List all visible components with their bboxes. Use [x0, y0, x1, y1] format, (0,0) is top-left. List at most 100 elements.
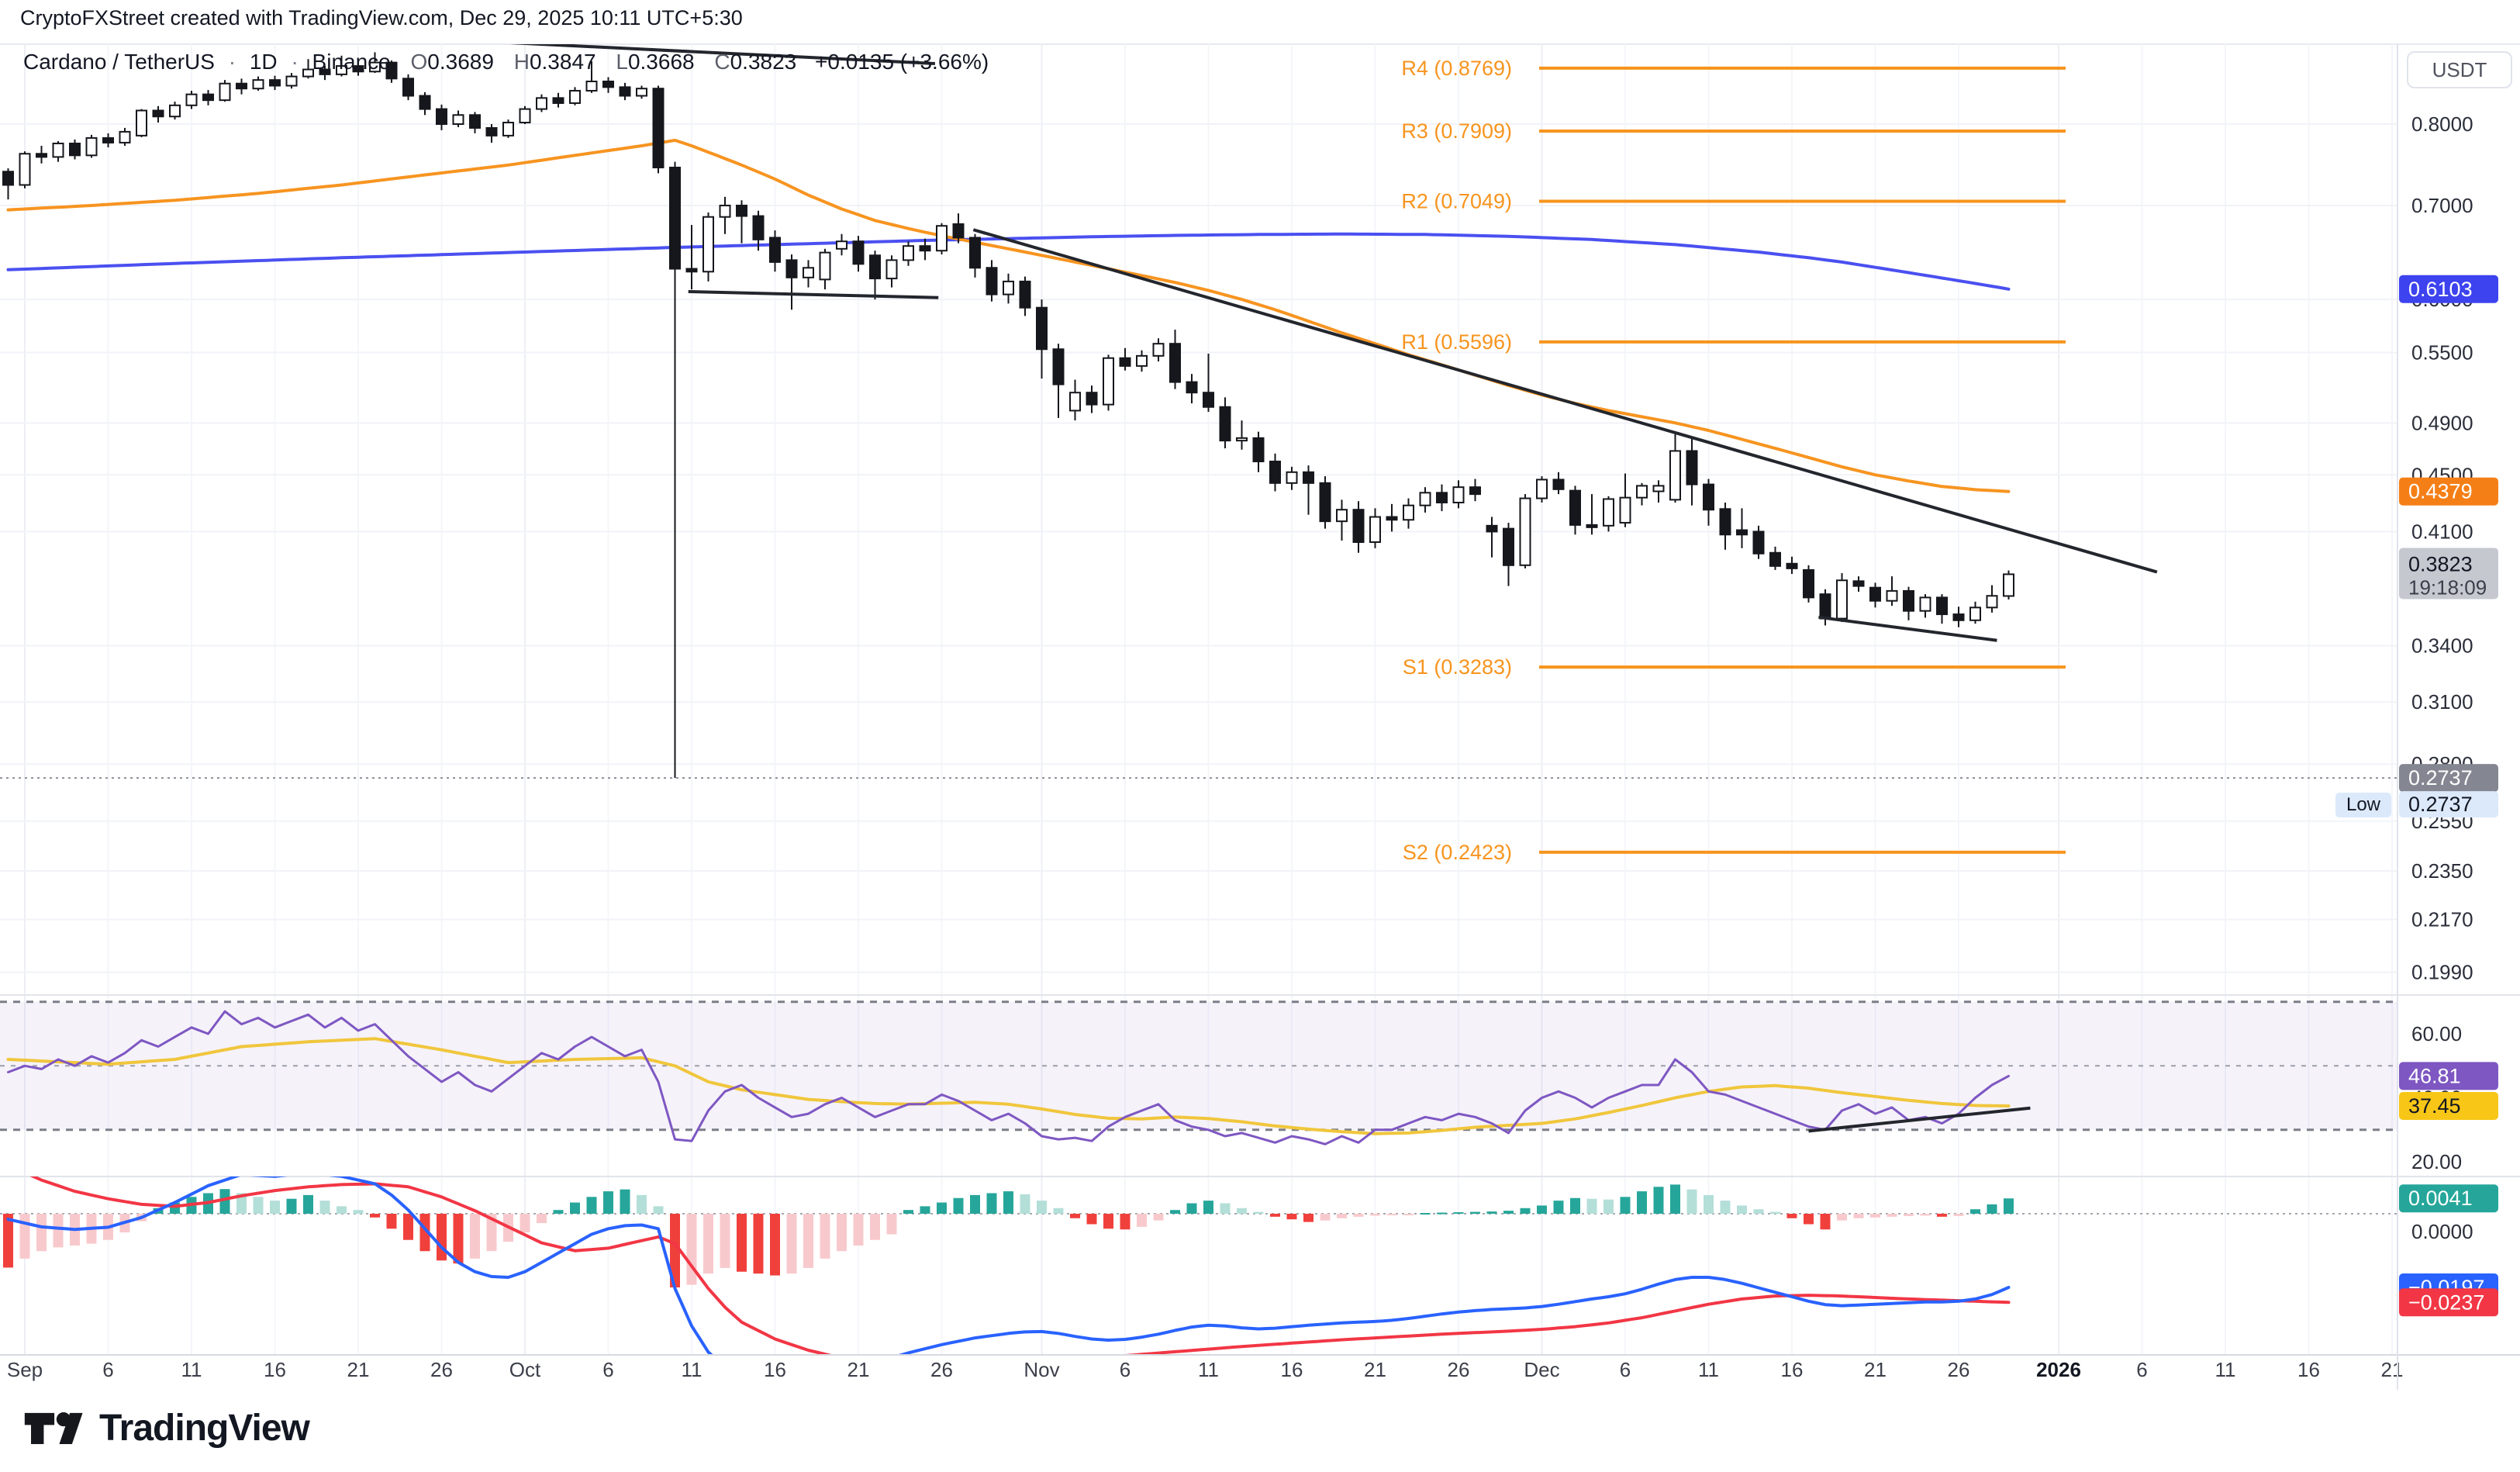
macd-histogram-bar — [1237, 1208, 1247, 1214]
time-axis-label: 16 — [1781, 1358, 1804, 1381]
close-label: C — [714, 50, 730, 74]
time-axis-label: 26 — [430, 1358, 453, 1381]
time-axis-label: 11 — [682, 1358, 702, 1381]
time-axis-label: Nov — [1024, 1358, 1059, 1381]
high-value: 0.3847 — [529, 50, 596, 74]
macd-histogram-bar — [253, 1197, 264, 1214]
time-axis-label: 16 — [264, 1358, 286, 1381]
rsi-ma-value-badge-text: 37.45 — [2408, 1094, 2461, 1118]
macd-histogram-bar — [920, 1206, 930, 1214]
macd-histogram-bar — [1420, 1213, 1431, 1215]
macd-histogram-bar — [386, 1214, 397, 1229]
macd-histogram-bar — [1037, 1201, 1047, 1214]
macd-histogram-bar — [1786, 1214, 1797, 1218]
pivot-level-label: R3 (0.7909) — [1401, 119, 1512, 143]
symbol-legend[interactable]: Cardano / TetherUS · 1D · Binance O0.368… — [23, 50, 989, 74]
rsi-ma-line[interactable] — [6, 1037, 2011, 1135]
macd-histogram-bar — [1370, 1214, 1380, 1216]
time-axis-label: 21 — [1864, 1358, 1887, 1381]
macd-signal-badge — [2399, 1288, 2498, 1317]
low-label-chip: Low — [2335, 793, 2391, 817]
rsi-value-badge-text: 46.81 — [2408, 1064, 2461, 1087]
price-panel[interactable] — [0, 40, 2397, 854]
low-line-price-badge-text: 0.2737 — [2408, 766, 2473, 790]
rsi-line[interactable] — [7, 1010, 2010, 1145]
macd-histogram-bar — [753, 1214, 764, 1274]
low-line-price-badge — [2399, 764, 2498, 793]
september-high-line — [509, 44, 935, 65]
macd-histogram-bar — [1153, 1214, 1164, 1221]
price-axis-tick: 0.4900 — [2411, 411, 2473, 434]
exchange-label[interactable]: Binance — [312, 50, 391, 74]
timeframe-label[interactable]: 1D — [249, 50, 278, 74]
macd-histogram-bar — [1920, 1214, 1931, 1216]
macd-histogram-bar — [1804, 1214, 1814, 1225]
price-axis-tick: 0.2350 — [2411, 859, 2473, 883]
candles[interactable] — [2, 52, 2014, 779]
macd-line[interactable] — [6, 1173, 2011, 1383]
macd-histogram-bar — [1704, 1194, 1714, 1214]
low-alert-price-badge — [2399, 791, 2498, 818]
macd-histogram-bar — [1770, 1211, 1780, 1214]
macd-histogram-bar — [1537, 1205, 1547, 1214]
low-alert-text: 0.2737 — [2408, 793, 2473, 816]
change-value: +0.0135 (+3.66%) — [815, 50, 989, 74]
attribution-text: CryptoFXStreet created with TradingView.… — [20, 6, 743, 29]
rsi-axis-tick: 20.00 — [2411, 1150, 2462, 1173]
macd-histogram-bar — [353, 1210, 364, 1214]
ma-50-line[interactable] — [6, 138, 2011, 493]
macd-histogram-bar — [1437, 1212, 1447, 1215]
macd-histogram-bar — [1586, 1198, 1597, 1214]
pivot-level-label: R2 (0.7049) — [1401, 189, 1512, 213]
macd-histogram-bar — [1937, 1214, 1947, 1217]
time-axis-label: 16 — [2297, 1358, 2320, 1381]
macd-histogram-bar — [1737, 1205, 1747, 1214]
macd-histogram-bar — [937, 1202, 947, 1214]
time-axis-label: 16 — [764, 1358, 786, 1381]
macd-axis-tick: 0.0000 — [2411, 1220, 2473, 1243]
macd-histogram-bar — [286, 1198, 297, 1214]
macd-histogram-bar — [270, 1201, 280, 1214]
macd-histogram-bar — [1403, 1214, 1414, 1215]
price-axis-tick: 0.4100 — [2411, 520, 2473, 543]
time-axis-label: 2026 — [2036, 1358, 2081, 1381]
macd-histogram-bar — [1286, 1214, 1297, 1220]
price-axis-tick: 0.7000 — [2411, 194, 2473, 217]
last-price-badge — [2399, 548, 2498, 600]
macd-histogram-bar — [1353, 1214, 1364, 1217]
macd-histogram-bar — [470, 1214, 480, 1259]
rsi-trendline — [1808, 1106, 2031, 1133]
price-axis-tick: 0.1990 — [2411, 961, 2473, 984]
macd-histogram-bar — [337, 1206, 347, 1214]
macd-histogram-bar — [1520, 1208, 1531, 1214]
macd-hist-badge — [2399, 1184, 2498, 1213]
macd-histogram-bar — [1086, 1214, 1097, 1225]
macd-histogram-bar — [1753, 1209, 1764, 1214]
macd-signal-line[interactable] — [9, 1165, 2011, 1367]
macd-histogram-bar — [803, 1214, 813, 1268]
pivot-level-label: R4 (0.8769) — [1401, 57, 1512, 80]
symbol-name[interactable]: Cardano / TetherUS — [23, 50, 215, 74]
macd-histogram-bar — [1203, 1201, 1213, 1214]
price-axis-tick: 0.8000 — [2411, 112, 2473, 136]
macd-histogram-bar — [1020, 1194, 1030, 1214]
time-axis-label: 26 — [1448, 1358, 1470, 1381]
macd-histogram-bar — [1603, 1199, 1614, 1214]
macd-histogram-bar — [303, 1194, 313, 1214]
macd-histogram-bar — [1253, 1211, 1264, 1214]
december-support-line — [1818, 615, 1997, 642]
macd-histogram-bar — [1486, 1211, 1497, 1214]
rsi-ma-value-badge — [2399, 1092, 2498, 1121]
macd-histogram-bar — [419, 1214, 430, 1252]
tradingview-logo[interactable]: TradingView — [23, 1405, 310, 1450]
macd-histogram-bar — [853, 1214, 864, 1246]
last-price-value: 0.3823 — [2408, 552, 2473, 575]
rsi-panel[interactable] — [0, 1000, 2397, 1145]
macd-histogram-bar — [1720, 1201, 1731, 1214]
macd-histogram-bar — [1220, 1203, 1231, 1214]
macd-histogram-bar — [1186, 1203, 1197, 1214]
macd-histogram-bar — [820, 1214, 830, 1259]
macd-panel[interactable] — [0, 1165, 2397, 1383]
currency-toggle-button[interactable]: USDT — [2407, 51, 2512, 88]
